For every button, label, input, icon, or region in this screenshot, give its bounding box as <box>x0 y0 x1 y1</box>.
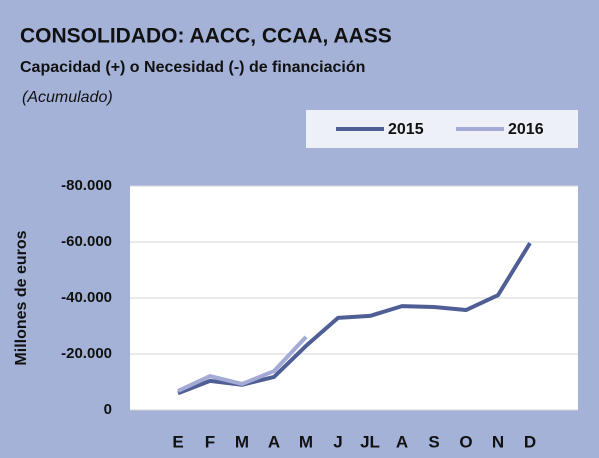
y-tick-label: -20.000 <box>61 345 112 362</box>
legend-label: 2015 <box>388 121 424 138</box>
y-tick-label: -40.000 <box>61 289 112 306</box>
y-tick-label: -60.000 <box>61 233 112 250</box>
legend-label: 2016 <box>508 121 544 138</box>
x-tick-label: JL <box>360 432 380 451</box>
y-tick-label: -80.000 <box>61 177 112 194</box>
x-tick-label: F <box>205 432 215 451</box>
x-tick-label: M <box>235 432 249 451</box>
x-tick-label: A <box>396 432 408 451</box>
x-tick-label: D <box>524 432 536 451</box>
x-tick-label: S <box>428 432 439 451</box>
x-tick-label: M <box>299 432 313 451</box>
x-tick-label: N <box>492 432 504 451</box>
y-tick-label: 0 <box>104 401 112 418</box>
x-tick-label: J <box>333 432 342 451</box>
x-tick-label: O <box>459 432 472 451</box>
chart-subtitle: Capacidad (+) o Necesidad (-) de financi… <box>20 59 365 76</box>
chart-note: (Acumulado) <box>22 89 113 106</box>
x-tick-label: A <box>268 432 280 451</box>
line-series <box>177 335 308 393</box>
x-tick-label: E <box>172 432 183 451</box>
chart-title: CONSOLIDADO: AACC, CCAA, AASS <box>20 25 392 48</box>
y-axis-label: Millones de euros <box>13 230 30 365</box>
